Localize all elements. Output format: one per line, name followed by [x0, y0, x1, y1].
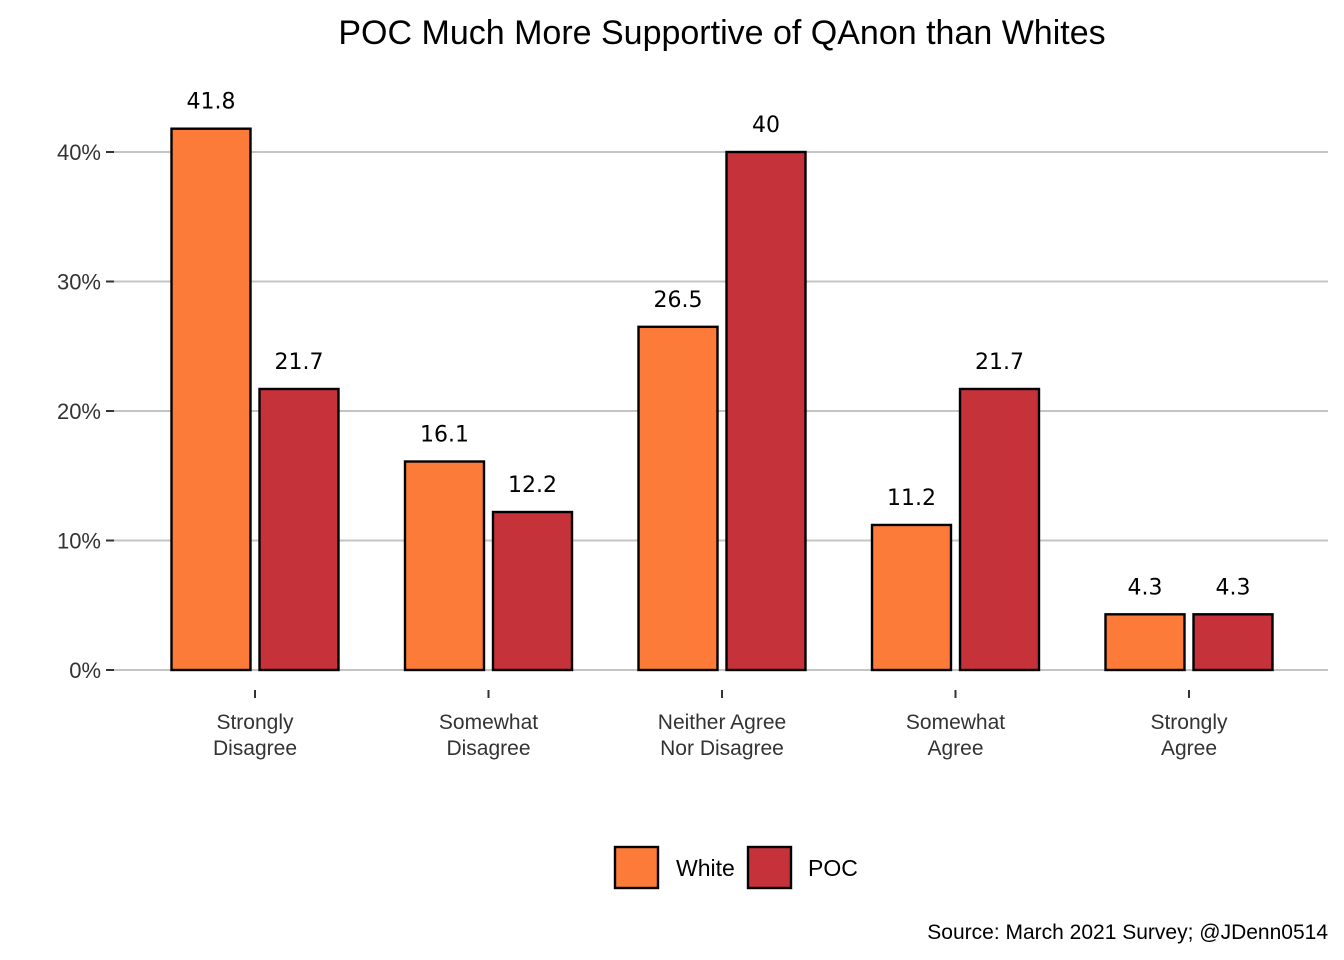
bar-poc	[491, 510, 574, 672]
bar-white	[870, 523, 953, 672]
bar-poc	[258, 387, 340, 672]
bar-poc	[725, 150, 807, 672]
data-label: 4.3	[1216, 575, 1251, 600]
data-label: 4.3	[1128, 575, 1163, 600]
bar-white	[637, 325, 719, 672]
x-axis: Strongly Disagree Somewhat Disagree Neither …	[213, 690, 1228, 760]
x-tick-label: Somewhat	[906, 711, 1005, 734]
x-tick-label: Disagree	[213, 737, 297, 760]
bar-white	[403, 460, 486, 672]
chart-title: POC Much More Supportive of QAnon than W…	[338, 14, 1105, 52]
data-label: 11.2	[887, 486, 936, 511]
data-label: 26.5	[654, 288, 703, 313]
x-tick-label: Somewhat	[439, 711, 538, 734]
data-label: 16.1	[420, 423, 469, 448]
y-tick-label: 20%	[57, 399, 101, 424]
x-tick-label: Nor Disagree	[660, 737, 784, 760]
legend-label-poc: POC	[808, 855, 858, 881]
caption: Source: March 2021 Survey; @JDenn0514	[927, 921, 1328, 944]
x-tick-label: Neither Agree	[658, 711, 786, 734]
y-tick-label: 40%	[57, 140, 101, 165]
x-tick-label: Agree	[1161, 737, 1217, 760]
data-label: 12.2	[508, 473, 557, 498]
data-label: 21.7	[275, 350, 324, 375]
legend-swatch-poc	[746, 845, 793, 890]
bars	[170, 127, 1274, 672]
bar-white	[1104, 613, 1186, 672]
data-label: 40	[752, 113, 780, 138]
y-axis: 0% 10% 20% 30% 40%	[57, 140, 114, 683]
bar-white	[170, 127, 252, 672]
y-tick-label: 10%	[57, 529, 101, 554]
y-tick-label: 0%	[69, 658, 101, 683]
x-tick-label: Disagree	[446, 737, 530, 760]
x-tick-label: Strongly	[1150, 711, 1228, 734]
data-labels: 41.8 21.7 16.1 12.2 26.5 40 11.2 21.7 4.3 4.3	[187, 90, 1251, 601]
data-label: 21.7	[975, 350, 1024, 375]
legend: White POC	[613, 845, 858, 890]
bar-poc	[958, 387, 1041, 672]
legend-label-white: White	[676, 855, 735, 881]
legend-swatch-white	[613, 845, 660, 890]
bar-poc	[1192, 613, 1274, 672]
y-tick-label: 30%	[57, 270, 101, 295]
x-tick-label: Agree	[927, 737, 983, 760]
data-label: 41.8	[187, 90, 236, 115]
x-tick-label: Strongly	[216, 711, 294, 734]
